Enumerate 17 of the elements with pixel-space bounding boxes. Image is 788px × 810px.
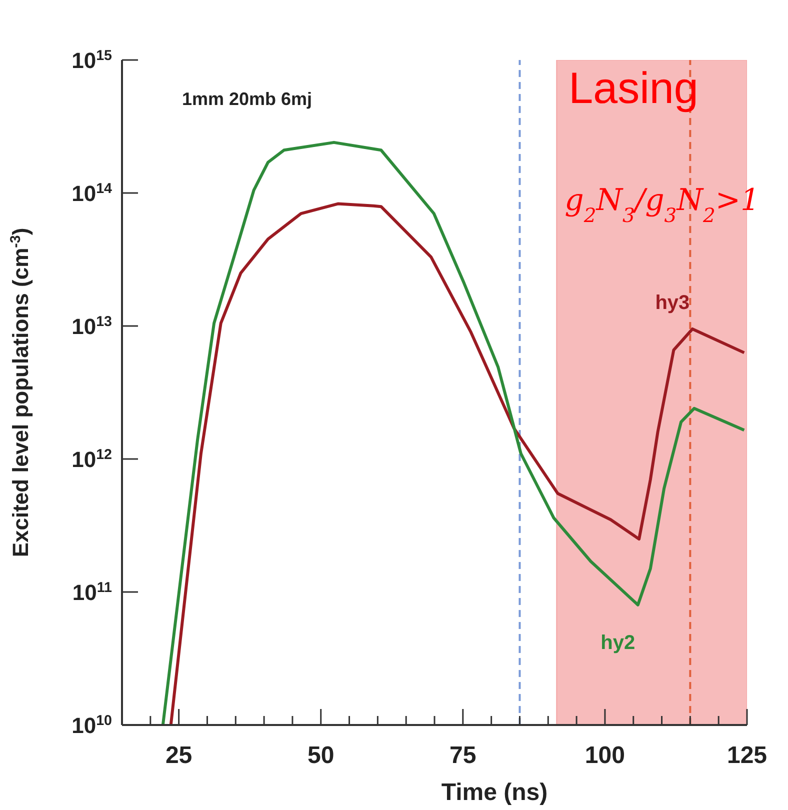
text: g$_{2}$N$_{3}$/g$_{3}$N$_{2}$>1 <box>564 183 760 226</box>
x-tick-label: 100 <box>584 742 625 769</box>
y-tick-label: 10$^{10}$ <box>72 713 112 738</box>
x-tick-label: 25 <box>165 742 192 769</box>
x-axis-title: Time (ns) <box>441 779 548 806</box>
x-tick-label: 125 <box>726 742 768 769</box>
y-tick-label: 10$^{15}$ <box>72 48 112 73</box>
series-label: hy3 <box>655 292 690 314</box>
x-tick-label: 50 <box>308 742 334 769</box>
band-label: Lasing <box>568 64 698 114</box>
y-tick-label: 10$^{11}$ <box>72 580 112 605</box>
y-tick-label: 10$^{12}$ <box>72 447 112 472</box>
y-tick-label: 10$^{13}$ <box>72 314 112 339</box>
x-tick-label: 75 <box>450 742 476 769</box>
series-label: hy2 <box>600 632 636 654</box>
y-tick-label: 10$^{14}$ <box>72 181 112 206</box>
annotation: 1mm 20mb 6mj <box>182 89 312 109</box>
